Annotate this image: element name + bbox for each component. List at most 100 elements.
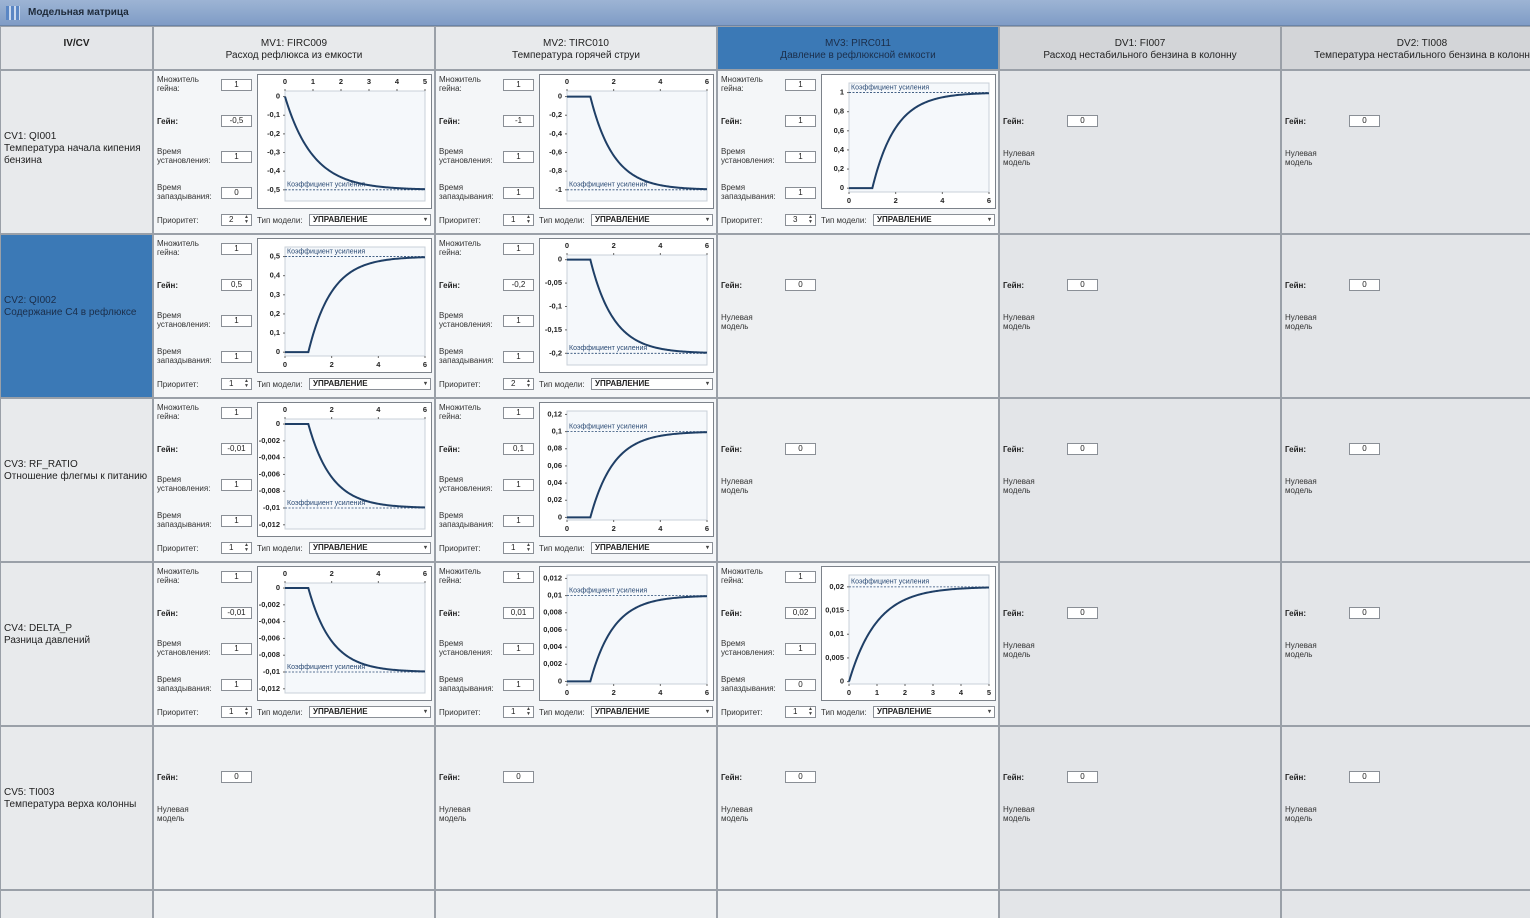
gain-input[interactable]: 0: [503, 771, 534, 783]
priority-spinner[interactable]: 1 ▲ ▼: [503, 214, 534, 226]
gain-input[interactable]: 0,1: [503, 443, 534, 455]
row-header[interactable]: CV1: QI001 Температура начала кипения бен…: [0, 70, 153, 234]
zero-model-cell[interactable]: Гейн: 0 Нулевая модель: [1281, 398, 1530, 562]
model-type-select[interactable]: УПРАВЛЕНИЕ ▾: [309, 542, 431, 554]
zero-model-cell[interactable]: Гейн: 0 Нулевая модель: [1281, 70, 1530, 234]
gain-input[interactable]: 0: [785, 443, 816, 455]
row-header[interactable]: CV3: RF_RATIO Отношение флегмы к питанию: [0, 398, 153, 562]
delay-input[interactable]: 1: [785, 187, 816, 199]
gain-input[interactable]: 0: [1349, 115, 1380, 127]
gain-input[interactable]: -1: [503, 115, 534, 127]
model-cell[interactable]: Гейн: -1 Множитель гейна: 1 Время установлен…: [435, 70, 717, 234]
gain-input[interactable]: -0,01: [221, 443, 252, 455]
settle_time-input[interactable]: 1: [221, 315, 252, 327]
model-type-select[interactable]: УПРАВЛЕНИЕ ▾: [591, 706, 713, 718]
delay-input[interactable]: 1: [503, 679, 534, 691]
delay-input[interactable]: 1: [503, 351, 534, 363]
gain-input[interactable]: 0: [1067, 607, 1098, 619]
zero-model-cell[interactable]: Гейн: 0 Нулевая модель: [717, 234, 999, 398]
row-header[interactable]: CV4: DELTA_P Разница давлений: [0, 562, 153, 726]
priority-spinner[interactable]: 2 ▲ ▼: [221, 214, 252, 226]
gain-input[interactable]: 0: [785, 771, 816, 783]
delay-input[interactable]: 1: [221, 351, 252, 363]
settle_time-input[interactable]: 1: [221, 151, 252, 163]
model-type-select[interactable]: УПРАВЛЕНИЕ ▾: [309, 378, 431, 390]
model-type-select[interactable]: УПРАВЛЕНИЕ ▾: [591, 214, 713, 226]
zero-model-cell[interactable]: Гейн: 0 Нулевая модель: [435, 726, 717, 890]
multiplier-input[interactable]: 1: [503, 407, 534, 419]
delay-input[interactable]: 1: [221, 515, 252, 527]
priority-spinner[interactable]: 1 ▲ ▼: [221, 378, 252, 390]
gain-input[interactable]: -0,2: [503, 279, 534, 291]
zero-model-cell[interactable]: Гейн: 0 Нулевая модель: [717, 726, 999, 890]
zero-model-cell[interactable]: Гейн: 0 Нулевая модель: [153, 726, 435, 890]
settle_time-input[interactable]: 1: [221, 479, 252, 491]
gain-input[interactable]: -0,01: [221, 607, 252, 619]
column-header[interactable]: DV2: TI008 Температура нестабильного бенз…: [1281, 26, 1530, 70]
model-cell[interactable]: Гейн: 0,01 Множитель гейна: 1 Время установл…: [435, 562, 717, 726]
settle_time-input[interactable]: 1: [503, 643, 534, 655]
delay-input[interactable]: 1: [221, 679, 252, 691]
settle_time-input[interactable]: 1: [785, 151, 816, 163]
model-type-select[interactable]: УПРАВЛЕНИЕ ▾: [309, 214, 431, 226]
delay-input[interactable]: 1: [503, 515, 534, 527]
model-cell[interactable]: Гейн: -0,2 Множитель гейна: 1 Время установл…: [435, 234, 717, 398]
multiplier-input[interactable]: 1: [221, 407, 252, 419]
multiplier-input[interactable]: 1: [785, 571, 816, 583]
row-header[interactable]: CV5: TI003 Температура верха колонны: [0, 726, 153, 890]
model-cell[interactable]: Гейн: -0,01 Множитель гейна: 1 Время установ…: [153, 398, 435, 562]
gain-input[interactable]: 0: [1067, 443, 1098, 455]
row-header[interactable]: CV2: QI002 Содержание С4 в рефлюксе: [0, 234, 153, 398]
model-cell[interactable]: Гейн: -0,5 Множитель гейна: 1 Время установл…: [153, 70, 435, 234]
zero-model-cell[interactable]: Гейн: 0 Нулевая модель: [999, 70, 1281, 234]
zero-model-cell[interactable]: Гейн: 0 Нулевая модель: [999, 726, 1281, 890]
model-cell[interactable]: Гейн: -0,01 Множитель гейна: 1 Время установ…: [153, 562, 435, 726]
settle_time-input[interactable]: 1: [221, 643, 252, 655]
gain-input[interactable]: 0,01: [503, 607, 534, 619]
priority-spinner[interactable]: 1 ▲ ▼: [221, 542, 252, 554]
gain-input[interactable]: 0: [1067, 771, 1098, 783]
settle_time-input[interactable]: 1: [785, 643, 816, 655]
model-type-select[interactable]: УПРАВЛЕНИЕ ▾: [873, 706, 995, 718]
priority-spinner[interactable]: 3 ▲ ▼: [785, 214, 816, 226]
model-type-select[interactable]: УПРАВЛЕНИЕ ▾: [873, 214, 995, 226]
gain-input[interactable]: -0,5: [221, 115, 252, 127]
settle_time-input[interactable]: 1: [503, 151, 534, 163]
column-header[interactable]: MV1: FIRC009 Расход рефлюкса из емкости: [153, 26, 435, 70]
delay-input[interactable]: 1: [503, 187, 534, 199]
zero-model-cell[interactable]: Гейн: 0 Нулевая модель: [1281, 562, 1530, 726]
priority-spinner[interactable]: 1 ▲ ▼: [503, 542, 534, 554]
gain-input[interactable]: 0: [785, 279, 816, 291]
model-cell[interactable]: Гейн: 0,02 Множитель гейна: 1 Время установл…: [717, 562, 999, 726]
multiplier-input[interactable]: 1: [503, 79, 534, 91]
multiplier-input[interactable]: 1: [221, 571, 252, 583]
multiplier-input[interactable]: 1: [503, 243, 534, 255]
zero-model-cell[interactable]: Гейн: 0 Нулевая модель: [717, 398, 999, 562]
delay-input[interactable]: 0: [221, 187, 252, 199]
priority-spinner[interactable]: 1 ▲ ▼: [785, 706, 816, 718]
multiplier-input[interactable]: 1: [221, 243, 252, 255]
model-type-select[interactable]: УПРАВЛЕНИЕ ▾: [309, 706, 431, 718]
zero-model-cell[interactable]: Гейн: 0 Нулевая модель: [1281, 726, 1530, 890]
multiplier-input[interactable]: 1: [503, 571, 534, 583]
column-header[interactable]: MV3: PIRC011 Давление в рефлюксной емкост…: [717, 26, 999, 70]
multiplier-input[interactable]: 1: [785, 79, 816, 91]
column-header[interactable]: DV1: FI007 Расход нестабильного бензина в…: [999, 26, 1281, 70]
model-cell[interactable]: Гейн: 0,1 Множитель гейна: 1 Время установле…: [435, 398, 717, 562]
gain-input[interactable]: 0: [221, 771, 252, 783]
priority-spinner[interactable]: 1 ▲ ▼: [503, 706, 534, 718]
gain-input[interactable]: 0: [1067, 115, 1098, 127]
gain-input[interactable]: 0,02: [785, 607, 816, 619]
gain-input[interactable]: 0: [1349, 279, 1380, 291]
priority-spinner[interactable]: 1 ▲ ▼: [221, 706, 252, 718]
priority-spinner[interactable]: 2 ▲ ▼: [503, 378, 534, 390]
zero-model-cell[interactable]: Гейн: 0 Нулевая модель: [1281, 234, 1530, 398]
gain-input[interactable]: 0: [1349, 771, 1380, 783]
model-cell[interactable]: Гейн: 0,5 Множитель гейна: 1 Время установле…: [153, 234, 435, 398]
delay-input[interactable]: 0: [785, 679, 816, 691]
settle_time-input[interactable]: 1: [503, 479, 534, 491]
zero-model-cell[interactable]: Гейн: 0 Нулевая модель: [999, 562, 1281, 726]
gain-input[interactable]: 0: [1349, 443, 1380, 455]
model-type-select[interactable]: УПРАВЛЕНИЕ ▾: [591, 542, 713, 554]
zero-model-cell[interactable]: Гейн: 0 Нулевая модель: [999, 234, 1281, 398]
